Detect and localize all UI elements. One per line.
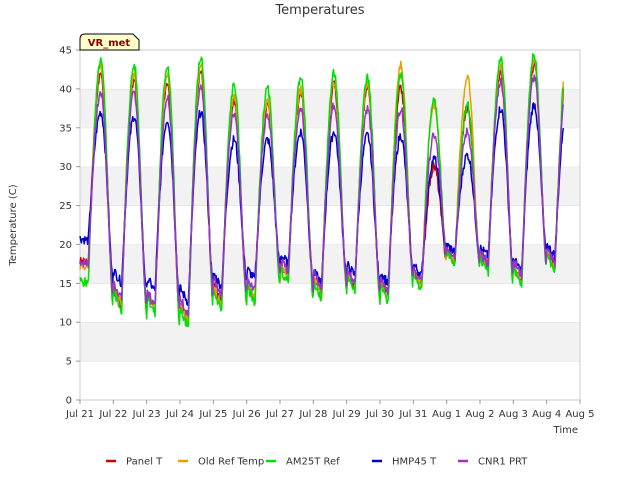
- y-tick-label: 35: [59, 123, 72, 134]
- y-tick-label: 5: [66, 357, 72, 368]
- legend-label: AM25T Ref: [286, 457, 340, 468]
- y-tick-label: 0: [66, 396, 72, 407]
- grid-band: [80, 244, 580, 284]
- grid-band: [80, 205, 580, 245]
- y-tick-label: 25: [59, 201, 72, 212]
- x-tick-label: Jul 27: [265, 409, 294, 420]
- grid-band: [80, 166, 580, 206]
- x-tick-label: Jul 23: [132, 409, 161, 420]
- y-tick-label: 20: [59, 240, 72, 251]
- x-tick-label: Aug 5: [565, 409, 594, 420]
- x-tick-label: Jul 28: [298, 409, 327, 420]
- x-tick-label: Jul 25: [198, 409, 227, 420]
- x-tick-label: Aug 4: [532, 409, 561, 420]
- grid-band: [80, 361, 580, 400]
- legend-label: Old Ref Temp: [198, 457, 264, 468]
- chart-title: Temperatures: [274, 3, 364, 18]
- x-axis: Jul 21 Jul 22 Jul 23 Jul 24 Jul 25 Jul 26 Jul …: [65, 400, 595, 420]
- x-tick-label: Aug 1: [432, 409, 461, 420]
- y-axis-label: Temperature (C): [8, 184, 19, 266]
- x-tick-label: Aug 3: [499, 409, 528, 420]
- legend-label: HMP45 T: [392, 457, 437, 468]
- plot-area-border: [79, 49, 581, 401]
- x-tick-label: Jul 31: [398, 409, 427, 420]
- x-tick-label: Aug 2: [465, 409, 494, 420]
- x-axis-label: Time: [553, 425, 578, 436]
- x-tick-label: Jul 29: [332, 409, 361, 420]
- legend: Panel T Old Ref Temp AM25T Ref HMP45 T CNR1 …: [106, 457, 528, 468]
- grid-band: [80, 50, 580, 89]
- y-tick-label: 15: [59, 279, 72, 290]
- series-line-cnr1-prt: [79, 74, 565, 317]
- grid-band: [80, 322, 580, 362]
- legend-label: Panel T: [126, 457, 163, 468]
- grid-band: [80, 283, 580, 323]
- station-badge: VR_met: [79, 33, 140, 51]
- x-tick-label: Jul 22: [98, 409, 127, 420]
- y-tick-label: 10: [59, 318, 72, 329]
- y-axis: 0 5 10 15 20 25 30 35 40 45: [59, 46, 80, 407]
- series-layer: [79, 52, 565, 328]
- badge-shape: [79, 33, 140, 51]
- y-tick-label: 30: [59, 162, 72, 173]
- x-tick-label: Jul 30: [365, 409, 394, 420]
- legend-label: CNR1 PRT: [478, 457, 528, 468]
- x-tick-label: Jul 26: [232, 409, 261, 420]
- y-tick-label: 40: [59, 84, 72, 95]
- y-tick-label: 45: [59, 46, 72, 57]
- x-tick-label: Jul 21: [65, 409, 94, 420]
- x-tick-label: Jul 24: [165, 409, 194, 420]
- badge-label: VR_met: [88, 38, 131, 49]
